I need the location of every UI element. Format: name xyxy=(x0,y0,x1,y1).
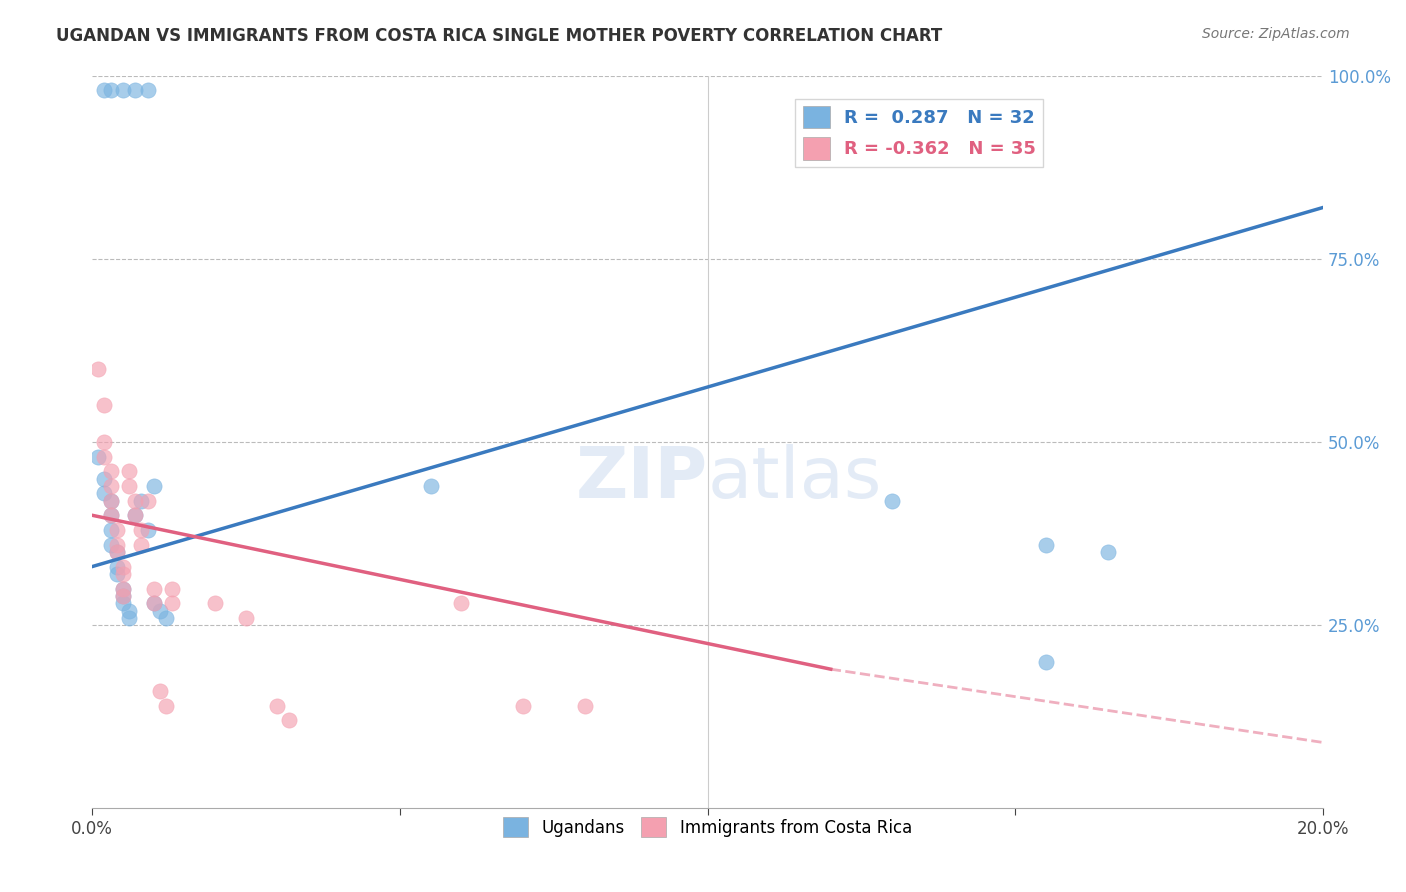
Point xyxy=(105,559,128,574)
Point xyxy=(111,83,134,97)
Point xyxy=(111,566,134,581)
Point xyxy=(149,684,172,698)
Point xyxy=(124,493,146,508)
Point xyxy=(142,582,165,596)
Text: ZIP: ZIP xyxy=(575,444,707,513)
Point xyxy=(93,83,115,97)
Point xyxy=(105,545,128,559)
Point xyxy=(100,83,122,97)
Point xyxy=(419,479,441,493)
Point xyxy=(124,508,146,523)
Point xyxy=(136,493,159,508)
Point xyxy=(93,434,115,449)
Point xyxy=(100,508,122,523)
Point xyxy=(118,603,141,617)
Point xyxy=(100,479,122,493)
Point xyxy=(93,486,115,500)
Legend: Ugandans, Immigrants from Costa Rica: Ugandans, Immigrants from Costa Rica xyxy=(496,811,918,844)
Point xyxy=(87,450,110,464)
Point xyxy=(266,698,288,713)
Point xyxy=(118,479,141,493)
Point xyxy=(124,508,146,523)
Point xyxy=(574,698,596,713)
Point xyxy=(100,464,122,478)
Point xyxy=(142,479,165,493)
Point xyxy=(160,582,183,596)
Text: Source: ZipAtlas.com: Source: ZipAtlas.com xyxy=(1202,27,1350,41)
Point xyxy=(142,596,165,610)
Point xyxy=(118,611,141,625)
Point xyxy=(131,538,153,552)
Point xyxy=(278,714,301,728)
Point xyxy=(131,523,153,537)
Point xyxy=(105,566,128,581)
Point xyxy=(100,508,122,523)
Point xyxy=(131,493,153,508)
Point xyxy=(155,698,177,713)
Point xyxy=(111,596,134,610)
Point xyxy=(111,589,134,603)
Point xyxy=(136,523,159,537)
Point xyxy=(93,472,115,486)
Point xyxy=(111,589,134,603)
Point xyxy=(1035,538,1057,552)
Point xyxy=(155,611,177,625)
Point xyxy=(100,493,122,508)
Point xyxy=(105,538,128,552)
Point xyxy=(100,493,122,508)
Point xyxy=(111,582,134,596)
Point xyxy=(87,361,110,376)
Point xyxy=(105,523,128,537)
Text: atlas: atlas xyxy=(707,444,882,513)
Point xyxy=(105,545,128,559)
Point xyxy=(111,582,134,596)
Point xyxy=(118,464,141,478)
Point xyxy=(882,493,904,508)
Point xyxy=(142,596,165,610)
Point xyxy=(93,398,115,412)
Text: UGANDAN VS IMMIGRANTS FROM COSTA RICA SINGLE MOTHER POVERTY CORRELATION CHART: UGANDAN VS IMMIGRANTS FROM COSTA RICA SI… xyxy=(56,27,942,45)
Point xyxy=(512,698,534,713)
Point xyxy=(124,83,146,97)
Point xyxy=(136,83,159,97)
Point xyxy=(111,559,134,574)
Point xyxy=(100,538,122,552)
Point xyxy=(1035,655,1057,669)
Point xyxy=(235,611,257,625)
Point xyxy=(204,596,226,610)
Point xyxy=(1097,545,1119,559)
Point xyxy=(450,596,472,610)
Point xyxy=(149,603,172,617)
Point xyxy=(100,523,122,537)
Point xyxy=(160,596,183,610)
Point xyxy=(93,450,115,464)
